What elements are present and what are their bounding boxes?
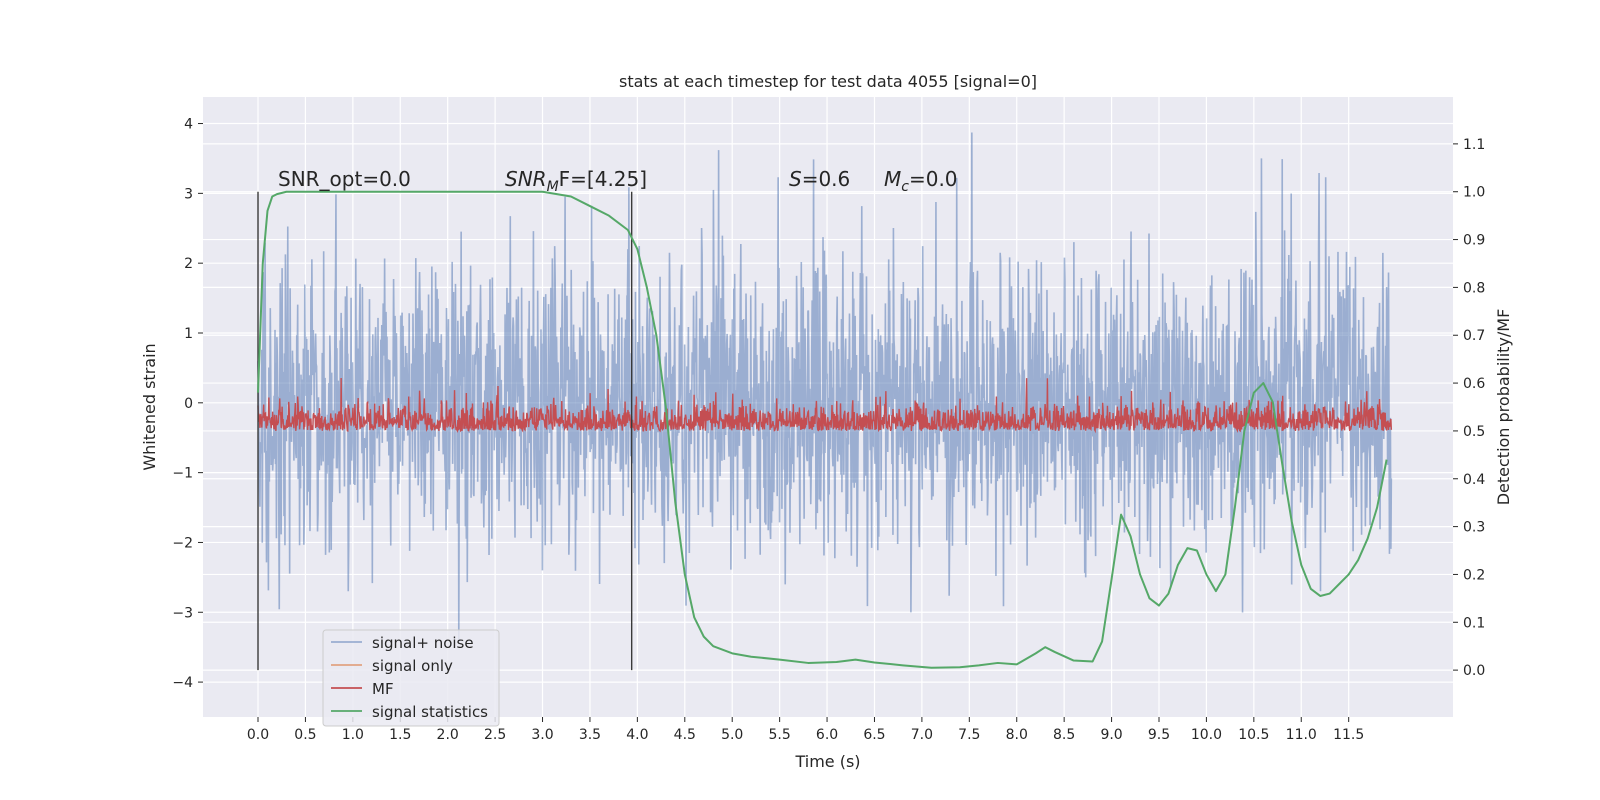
annotation-snr-opt: SNR_opt=0.0 <box>278 167 411 191</box>
x-tick-label: 0.0 <box>247 727 269 743</box>
x-tick-label: 2.0 <box>437 727 459 743</box>
y2-tick-label: 0.5 <box>1463 424 1485 440</box>
y-tick-label: 3 <box>184 186 193 202</box>
ticks: 0.0 0.5 1.0 1.5 2.0 2.5 3.0 3.5 4.0 4.5 5.0 5.5 6.0 6… <box>172 117 1485 743</box>
y-tick-label: 4 <box>184 117 193 133</box>
annotation-s: S=0.6 <box>789 167 850 191</box>
x-tick-label: 1.5 <box>389 727 411 743</box>
x-tick-label: 9.5 <box>1148 727 1170 743</box>
y2-tick-label: 0.8 <box>1463 280 1485 296</box>
y2-tick-label: 0.1 <box>1463 615 1485 631</box>
y-tick-label: 1 <box>184 326 193 342</box>
y-tick-label: −4 <box>172 675 193 691</box>
x-tick-label: 8.5 <box>1053 727 1075 743</box>
series-signal-noise <box>257 132 1393 642</box>
x-tick-label: 10.0 <box>1191 727 1222 743</box>
legend-label-signal-statistics: signal statistics <box>372 703 488 721</box>
y-axis-label: Whitened strain <box>140 343 159 470</box>
x-tick-label: 11.5 <box>1333 727 1364 743</box>
y-tick-label: −1 <box>172 466 193 482</box>
legend-label-mf: MF <box>372 680 394 698</box>
x-tick-label: 7.5 <box>958 727 980 743</box>
mf-line <box>257 378 1393 434</box>
y-tick-label: −2 <box>172 535 193 551</box>
x-tick-label: 2.5 <box>484 727 506 743</box>
x-tick-label: 6.0 <box>816 727 838 743</box>
x-tick-label: 9.0 <box>1100 727 1122 743</box>
y2-tick-label: 0.0 <box>1463 663 1485 679</box>
chart-title: stats at each timestep for test data 405… <box>619 72 1037 91</box>
y2-tick-label: 0.3 <box>1463 520 1485 536</box>
y2-tick-label: 1.0 <box>1463 185 1485 201</box>
annotation-mc: Mc=0.0 <box>884 167 958 195</box>
x-axis-label: Time (s) <box>794 752 860 771</box>
series-signal-statistics <box>257 190 1388 669</box>
x-tick-label: 3.5 <box>579 727 601 743</box>
legend-label-signal-noise: signal+ noise <box>372 634 474 652</box>
x-tick-label: 1.0 <box>342 727 364 743</box>
x-tick-label: 10.5 <box>1238 727 1269 743</box>
y-tick-label: −3 <box>172 605 193 621</box>
y2-tick-label: 1.1 <box>1463 137 1485 153</box>
legend: signal+ noise signal only MF signal stat… <box>322 629 500 727</box>
x-tick-label: 3.0 <box>531 727 553 743</box>
series-mf <box>257 378 1393 434</box>
y2-tick-label: 0.2 <box>1463 567 1485 583</box>
legend-box <box>322 629 500 727</box>
y-tick-label: 2 <box>184 256 193 272</box>
y2-tick-label: 0.6 <box>1463 376 1485 392</box>
y2-tick-label: 0.4 <box>1463 472 1485 488</box>
y2-tick-label: 0.7 <box>1463 328 1485 344</box>
y2-axis-label: Detection probability/MF <box>1494 309 1513 506</box>
x-tick-label: 5.5 <box>768 727 790 743</box>
x-tick-label: 7.0 <box>911 727 933 743</box>
x-tick-label: 4.5 <box>674 727 696 743</box>
x-tick-label: 11.0 <box>1286 727 1317 743</box>
legend-label-signal-only: signal only <box>372 657 453 675</box>
x-tick-label: 6.5 <box>863 727 885 743</box>
annotation-snr-mf: SNRMF=[4.25] <box>505 167 647 195</box>
y2-tick-label: 0.9 <box>1463 233 1485 249</box>
y-tick-label: 0 <box>184 396 193 412</box>
window-markers <box>257 191 633 671</box>
x-tick-label: 4.0 <box>626 727 648 743</box>
signal-noise-line <box>257 132 1393 642</box>
x-tick-label: 8.0 <box>1006 727 1028 743</box>
signal-statistics-line <box>257 190 1388 669</box>
x-tick-label: 5.0 <box>721 727 743 743</box>
x-tick-label: 0.5 <box>294 727 316 743</box>
